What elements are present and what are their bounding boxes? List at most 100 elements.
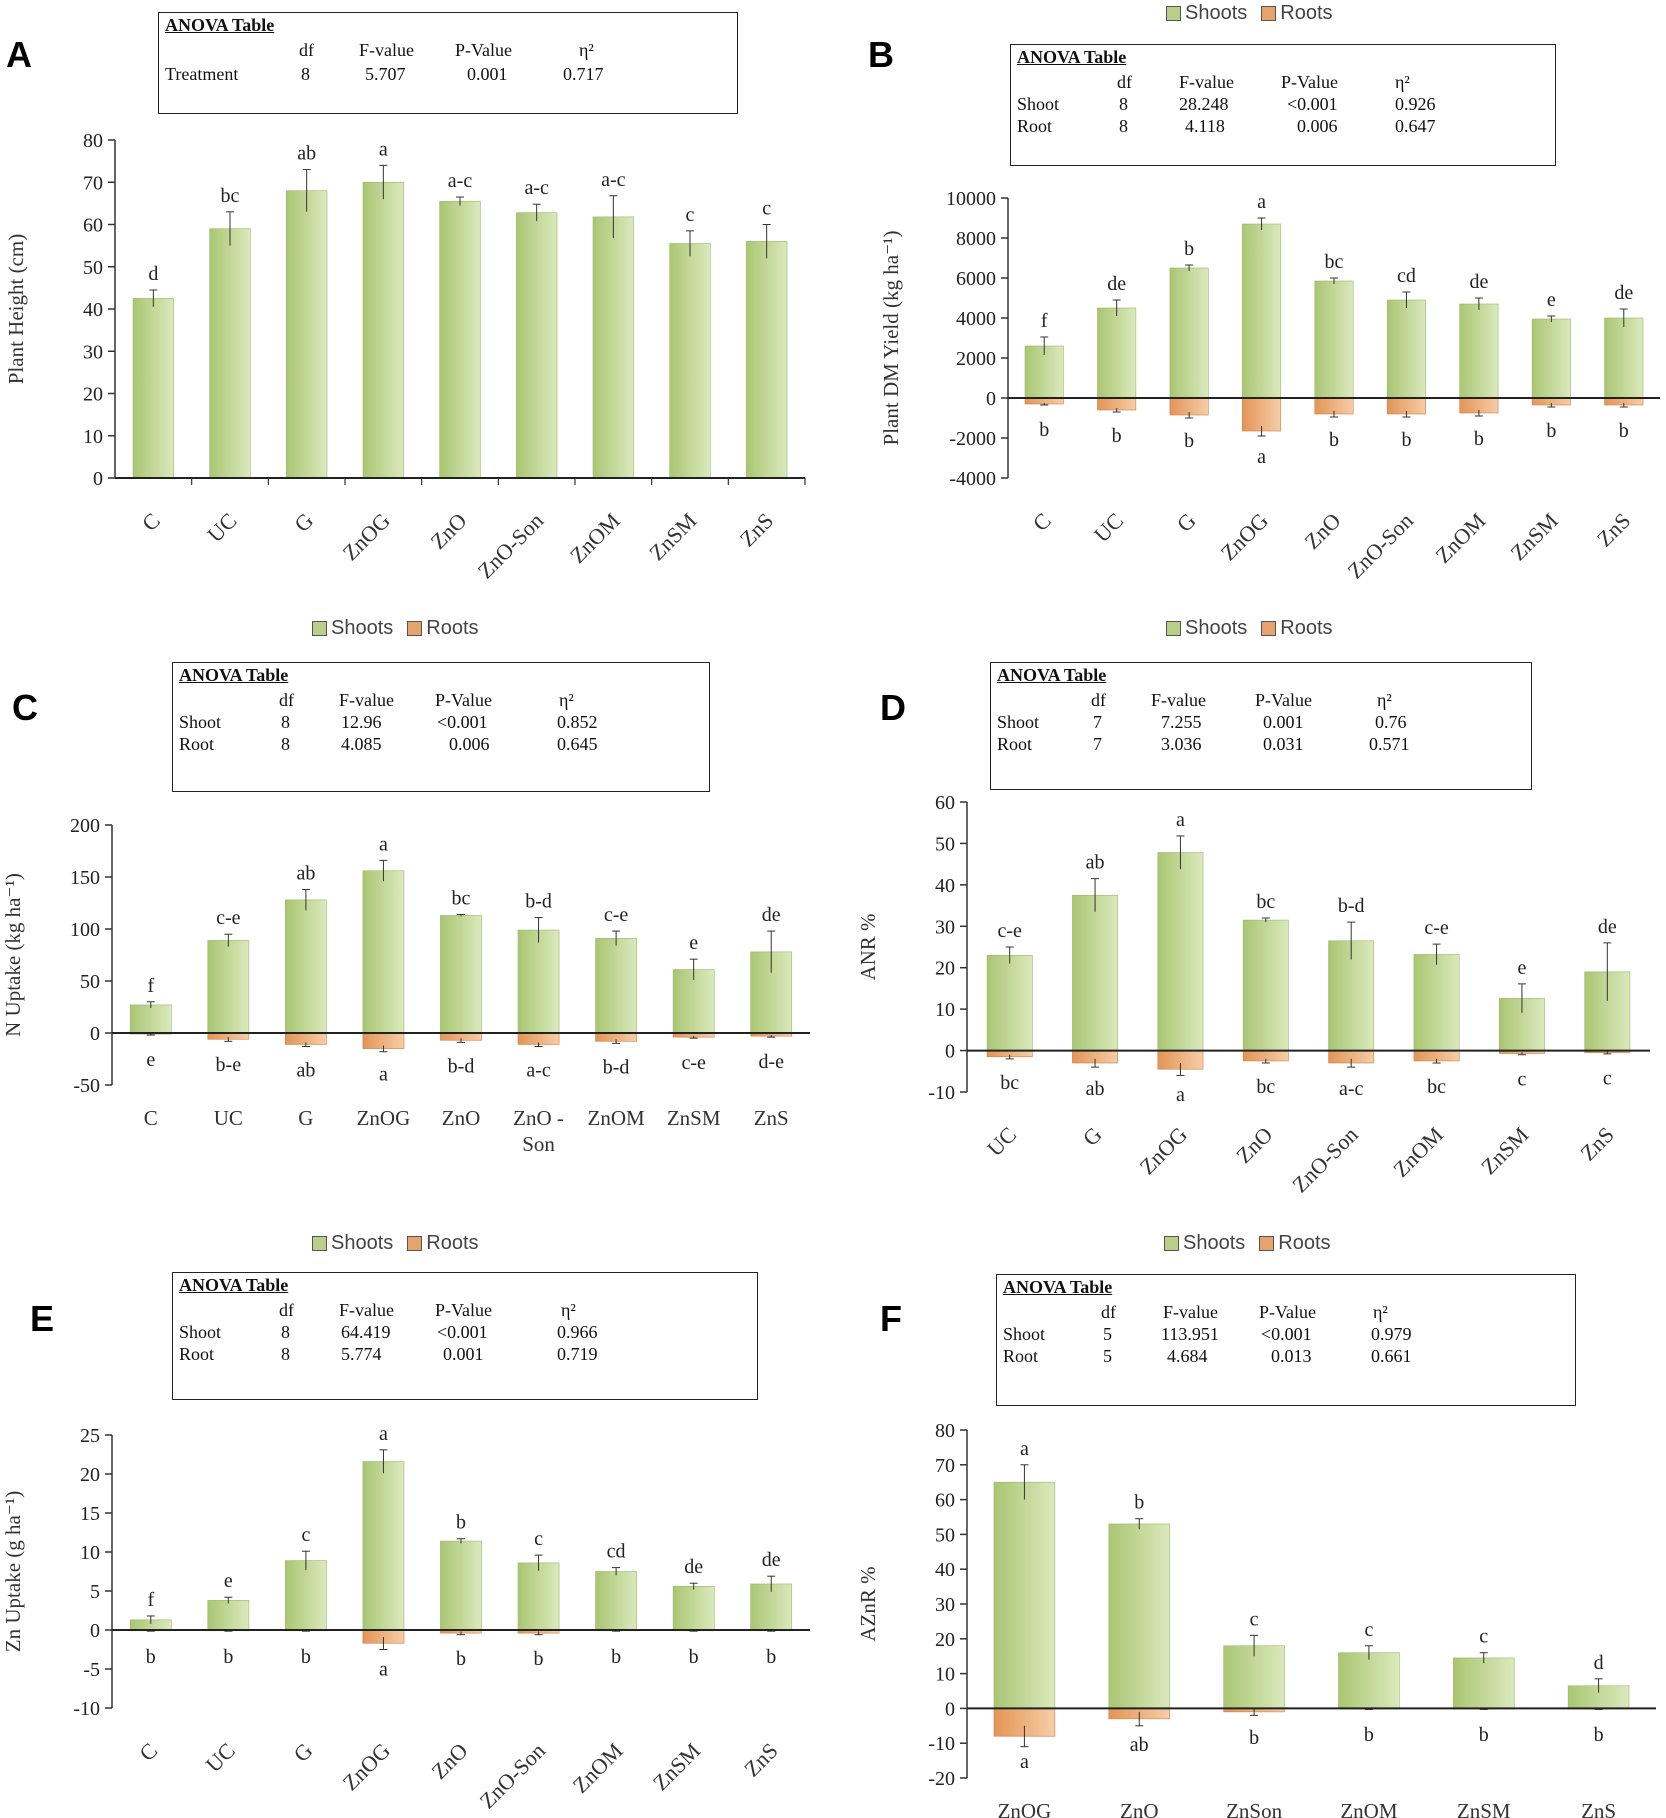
x-tick-label: C <box>1028 508 1056 536</box>
shoot-significance-letter: ab <box>296 862 315 884</box>
y-tick-label: -5 <box>83 1659 100 1681</box>
shoot-bar <box>1314 280 1354 399</box>
root-significance-letter: b <box>1594 1724 1604 1746</box>
legend-roots-label: Roots <box>426 617 479 639</box>
root-significance-letter: e <box>146 1049 155 1071</box>
anova-row-f: 64.419 <box>341 1322 391 1342</box>
anova-col-f: F-value <box>1151 690 1206 710</box>
x-tick-label: ZnS <box>1575 1122 1619 1166</box>
legend-item-shoots: Shoots <box>1166 2 1247 25</box>
shoot-bar <box>1169 267 1209 399</box>
y-tick-label: 0 <box>986 388 996 410</box>
anova-table: ANOVA Table df F-value P-Value η² Shoot … <box>1010 44 1556 166</box>
shoot-bar <box>1242 919 1289 1051</box>
x-tick-label: ZnSM <box>667 1106 721 1130</box>
shoots-swatch <box>1166 6 1181 21</box>
anova-row-p: 0.001 <box>443 1344 484 1364</box>
y-axis-label: Plant DM Yield (kg ha⁻¹) <box>879 231 903 446</box>
roots-swatch <box>1261 621 1277 636</box>
anova-row-df: 8 <box>281 1322 290 1342</box>
x-tick-label: ZnSM <box>1457 1799 1511 1818</box>
anova-row-name: Shoot <box>1017 94 1060 114</box>
shoot-significance-letter: c-e <box>216 907 241 929</box>
shoot-bar <box>1242 223 1282 399</box>
anova-row-eta: 0.571 <box>1369 734 1410 754</box>
panel-d: D Shoots Roots ANOVA Table df F-value P-… <box>840 615 1666 1197</box>
anova-row-eta: 0.76 <box>1375 712 1407 732</box>
anova-row-name: Shoot <box>179 712 222 732</box>
shoot-bar <box>440 1540 482 1631</box>
legend-roots-label: Roots <box>426 1232 479 1254</box>
anova-row-df: 5 <box>1103 1346 1112 1366</box>
y-tick-label: 70 <box>83 172 103 194</box>
shoot-significance-letter: a <box>379 1423 388 1445</box>
roots-swatch <box>1259 1236 1275 1251</box>
anova-row-f: 28.248 <box>1179 94 1229 114</box>
shoot-significance-letter: e <box>224 1570 233 1592</box>
x-tick-label: UC <box>982 1122 1021 1161</box>
shoot-significance-letter: b <box>1134 1492 1144 1514</box>
root-significance-letter: a-c <box>526 1059 551 1081</box>
shoot-bar <box>129 1004 172 1034</box>
shoot-significance-letter: b-d <box>1338 895 1365 917</box>
x-tick-label: G <box>1078 1122 1107 1151</box>
anova-row-p: 0.031 <box>1263 734 1304 754</box>
legend-roots-label: Roots <box>1280 617 1333 639</box>
legend-item-roots: Roots <box>1261 617 1333 640</box>
shoot-bar <box>672 969 715 1034</box>
anova-row-eta: 0.717 <box>563 64 604 84</box>
anova-col-p: P-Value <box>1259 1302 1316 1322</box>
anova-row-p: <0.001 <box>437 1322 488 1342</box>
legend-shoots-label: Shoots <box>1185 2 1248 24</box>
y-tick-label: 6000 <box>956 268 996 290</box>
y-tick-label: 25 <box>80 1425 100 1447</box>
y-axis-label: Zn Uptake (g ha⁻¹) <box>1 1491 25 1652</box>
shoot-bar <box>286 190 328 479</box>
shoot-significance-letter: a <box>1176 809 1185 831</box>
shoot-bar <box>362 1461 405 1631</box>
anova-title: ANOVA Table <box>1003 1277 1113 1297</box>
shoot-significance-letter: c-e <box>997 920 1022 942</box>
anova-row-df: 5 <box>1103 1324 1112 1344</box>
y-tick-label: 20 <box>80 1464 100 1486</box>
y-tick-label: 10 <box>80 1542 100 1564</box>
shoot-bar <box>1097 307 1137 399</box>
shoot-significance-letter: a <box>1257 191 1266 213</box>
y-tick-label: 30 <box>935 916 955 938</box>
shoot-significance-letter: b <box>456 1512 466 1534</box>
legend-item-roots: Roots <box>407 1232 479 1255</box>
x-tick-label: UC <box>202 508 241 547</box>
anova-row-name: Root <box>179 734 215 754</box>
shoot-significance-letter: bc <box>1325 251 1344 273</box>
x-tick-label: ZnS <box>1581 1799 1616 1818</box>
anova-title: ANOVA Table <box>179 665 289 685</box>
y-tick-label: 200 <box>70 815 100 837</box>
y-tick-label: 70 <box>935 1455 955 1477</box>
anova-row-f: 5.774 <box>341 1344 382 1364</box>
anova-row-p: <0.001 <box>1287 94 1338 114</box>
y-axis-label: N Uptake (kg ha⁻¹) <box>1 873 25 1037</box>
legend: Shoots Roots <box>312 617 479 640</box>
x-tick-label: ZnOM <box>565 508 625 568</box>
panel-f: F Shoots Roots ANOVA Table df F-value P-… <box>840 1230 1666 1818</box>
root-significance-letter: b <box>301 1646 311 1668</box>
y-tick-label: 50 <box>83 257 103 279</box>
anova-row-eta: 0.852 <box>557 712 598 732</box>
y-tick-label: 2000 <box>956 348 996 370</box>
anova-row-df: 8 <box>281 712 290 732</box>
anova-row-name: Root <box>1017 116 1053 136</box>
shoot-significance-letter: ab <box>297 143 316 165</box>
anova-row-f: 113.951 <box>1161 1324 1219 1344</box>
legend-roots-label: Roots <box>1278 1232 1331 1254</box>
anova-col-eta: η² <box>561 1300 576 1320</box>
roots-swatch <box>407 1236 423 1251</box>
legend-roots-label: Roots <box>1280 2 1333 24</box>
y-tick-label: 40 <box>935 1559 955 1581</box>
root-significance-letter: b <box>1112 425 1122 447</box>
x-tick-label: ZnOG <box>357 1106 411 1130</box>
chart-plot: -10 0 10 20 30 40 50 60 ANR % c-e bc UC ab ab Ga a ZnOG b… <box>856 792 1650 1197</box>
legend-item-roots: Roots <box>1259 1232 1331 1255</box>
chart-plot: -4000 -2000 0 2000 4000 6000 8000 10000 Plant DM… <box>879 188 1660 583</box>
shoot-bar <box>672 1586 715 1631</box>
root-significance-letter: b <box>689 1646 699 1668</box>
